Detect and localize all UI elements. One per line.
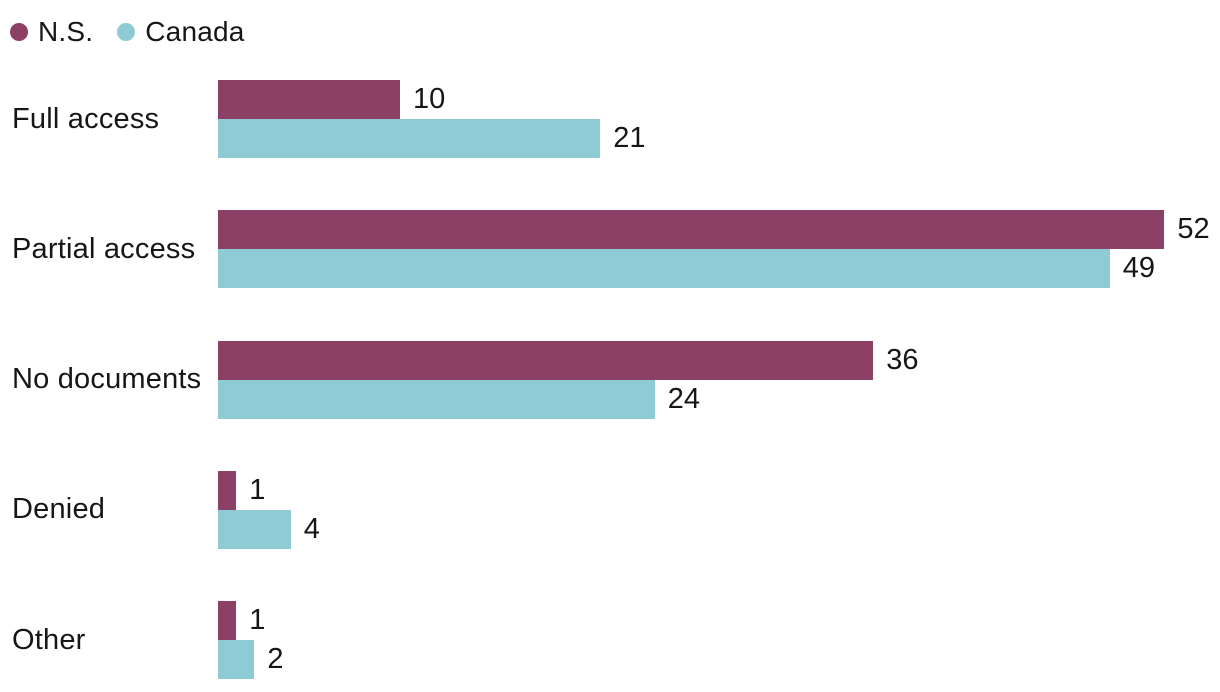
- bar-canada: [218, 379, 655, 419]
- value-label: 4: [303, 512, 320, 545]
- value-label: 52: [1177, 213, 1210, 246]
- legend-label-ns: N.S.: [38, 16, 94, 47]
- bar-canada: [218, 640, 255, 679]
- legend-dot-canada-icon: [117, 23, 136, 41]
- bar-ns: [218, 210, 1165, 250]
- value-label: 10: [413, 83, 446, 115]
- value-label: 36: [886, 343, 919, 376]
- category-label: No documents: [12, 363, 202, 395]
- category-label: Partial access: [12, 232, 196, 265]
- category-label: Full access: [12, 102, 160, 135]
- value-label: 1: [249, 473, 266, 506]
- bar-ns: [218, 601, 237, 640]
- bar-ns: [218, 80, 400, 119]
- category-label: Denied: [12, 493, 106, 526]
- category-label: Other: [12, 623, 86, 656]
- bar-ns: [218, 340, 874, 380]
- legend-dot-ns-icon: [10, 23, 28, 41]
- legend: N.S. Canada: [10, 18, 245, 46]
- bar-canada: [218, 509, 291, 549]
- legend-label-canada: Canada: [145, 16, 245, 47]
- value-label: 21: [613, 122, 646, 154]
- bar-ns: [218, 470, 237, 510]
- value-label: 2: [267, 643, 284, 675]
- value-label: 1: [249, 604, 266, 636]
- value-label: 24: [667, 382, 701, 415]
- bar-canada: [218, 249, 1110, 289]
- legend-item-ns: N.S.: [10, 18, 93, 46]
- value-label: 49: [1122, 252, 1156, 285]
- legend-item-canada: Canada: [117, 18, 244, 46]
- bar-canada: [218, 119, 601, 158]
